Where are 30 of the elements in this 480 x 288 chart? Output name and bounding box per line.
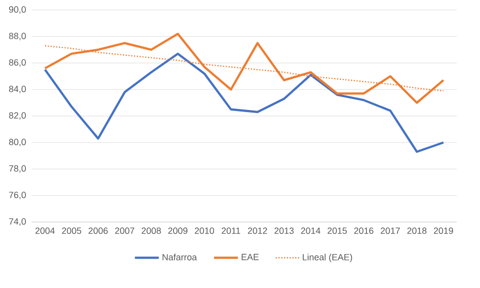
x-tick-label: 2007: [115, 228, 134, 234]
legend-label: Nafarroa: [162, 254, 197, 260]
x-tick-label: 2019: [434, 228, 454, 234]
x-tick-label: 2013: [274, 228, 294, 234]
y-tick-label: 88,0: [9, 32, 26, 40]
x-tick-label: 2015: [328, 228, 347, 234]
x-tick-label: 2012: [248, 228, 268, 234]
x-tick-label: 2008: [142, 228, 161, 234]
y-tick-label: 90,0: [9, 6, 26, 14]
x-tick-label: 2018: [407, 228, 426, 234]
y-tick-label: 80,0: [9, 138, 26, 146]
line-series: [44, 52, 445, 153]
x-tick-label: 2006: [88, 228, 108, 234]
y-tick-label: 82,0: [9, 112, 26, 120]
x-tick-label: 2004: [35, 228, 55, 234]
x-tick-label: 2016: [354, 228, 374, 234]
legend-label: EAE: [242, 254, 259, 260]
y-tick-label: 78,0: [9, 165, 26, 173]
x-tick-label: 2011: [222, 228, 240, 234]
line-series: [44, 32, 445, 104]
y-tick-label: 74,0: [9, 218, 26, 226]
x-tick-label: 2014: [301, 228, 320, 234]
x-tick-label: 2017: [380, 228, 400, 234]
y-tick-label: 84,0: [9, 86, 26, 94]
y-tick-label: 76,0: [9, 192, 26, 200]
x-tick-label: 2005: [62, 228, 82, 234]
x-tick-label: 2009: [168, 228, 188, 234]
legend-label: Lineal (EAE): [302, 254, 352, 262]
x-tick-label: 2010: [194, 228, 214, 234]
y-tick-label: 86,0: [9, 59, 26, 67]
